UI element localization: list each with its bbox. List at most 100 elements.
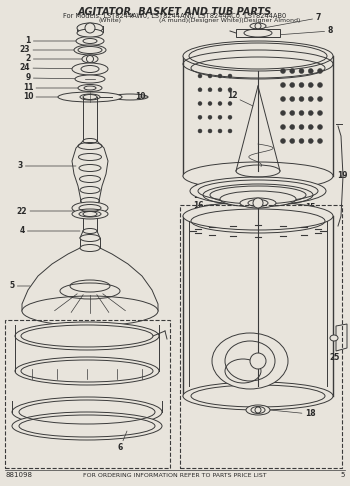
Ellipse shape bbox=[76, 36, 104, 46]
Ellipse shape bbox=[330, 335, 338, 341]
Ellipse shape bbox=[225, 359, 261, 383]
Circle shape bbox=[280, 83, 286, 87]
Circle shape bbox=[290, 97, 295, 102]
Ellipse shape bbox=[190, 177, 326, 205]
Polygon shape bbox=[336, 324, 347, 351]
Circle shape bbox=[228, 115, 232, 119]
Circle shape bbox=[208, 129, 212, 133]
Circle shape bbox=[317, 139, 322, 143]
Circle shape bbox=[299, 83, 304, 87]
Text: (A mund)(Designer White)(Designer Almond): (A mund)(Designer White)(Designer Almond… bbox=[159, 18, 301, 23]
Circle shape bbox=[317, 124, 322, 129]
Text: 12: 12 bbox=[227, 91, 253, 106]
Text: 3: 3 bbox=[18, 161, 76, 171]
Circle shape bbox=[290, 83, 295, 87]
Ellipse shape bbox=[246, 405, 270, 415]
Ellipse shape bbox=[250, 23, 266, 29]
Text: 17: 17 bbox=[270, 210, 315, 225]
Text: 16: 16 bbox=[193, 202, 228, 210]
Ellipse shape bbox=[80, 244, 100, 251]
Ellipse shape bbox=[12, 397, 162, 427]
Ellipse shape bbox=[58, 92, 122, 102]
Circle shape bbox=[317, 97, 322, 102]
Circle shape bbox=[290, 139, 295, 143]
Circle shape bbox=[85, 23, 95, 33]
Bar bbox=[236, 29, 280, 37]
Circle shape bbox=[280, 124, 286, 129]
Text: 25: 25 bbox=[330, 338, 343, 363]
Text: 13: 13 bbox=[193, 179, 203, 191]
Ellipse shape bbox=[78, 85, 102, 91]
Circle shape bbox=[218, 102, 222, 105]
Ellipse shape bbox=[82, 55, 98, 63]
Ellipse shape bbox=[80, 235, 100, 242]
Circle shape bbox=[280, 97, 286, 102]
Circle shape bbox=[198, 74, 202, 78]
Circle shape bbox=[280, 139, 286, 143]
Ellipse shape bbox=[75, 75, 105, 83]
Circle shape bbox=[299, 110, 304, 116]
Circle shape bbox=[299, 124, 304, 129]
Ellipse shape bbox=[72, 63, 108, 75]
Circle shape bbox=[208, 115, 212, 119]
Ellipse shape bbox=[15, 357, 159, 385]
Text: 14: 14 bbox=[193, 191, 210, 199]
Bar bbox=[180, 205, 342, 468]
Circle shape bbox=[317, 69, 322, 73]
Ellipse shape bbox=[183, 202, 333, 230]
Circle shape bbox=[228, 129, 232, 133]
Circle shape bbox=[198, 115, 202, 119]
Circle shape bbox=[255, 407, 261, 413]
Circle shape bbox=[218, 88, 222, 92]
Ellipse shape bbox=[212, 333, 288, 389]
Text: 22: 22 bbox=[17, 207, 76, 215]
Circle shape bbox=[308, 124, 313, 129]
Text: AGITATOR, BASKET AND TUB PARTS: AGITATOR, BASKET AND TUB PARTS bbox=[78, 7, 272, 17]
Circle shape bbox=[280, 110, 286, 116]
Circle shape bbox=[218, 74, 222, 78]
Ellipse shape bbox=[15, 322, 159, 350]
Circle shape bbox=[198, 102, 202, 105]
Ellipse shape bbox=[77, 23, 103, 33]
Ellipse shape bbox=[83, 139, 97, 143]
Text: 6: 6 bbox=[117, 431, 127, 452]
Circle shape bbox=[250, 353, 266, 369]
Ellipse shape bbox=[112, 94, 148, 100]
Text: 1: 1 bbox=[25, 36, 93, 46]
Text: 19: 19 bbox=[337, 172, 347, 180]
Circle shape bbox=[308, 83, 313, 87]
Ellipse shape bbox=[74, 45, 106, 55]
Text: 7: 7 bbox=[258, 14, 321, 29]
Text: 881098: 881098 bbox=[5, 472, 32, 478]
Ellipse shape bbox=[183, 41, 333, 71]
Circle shape bbox=[228, 102, 232, 105]
Text: 11: 11 bbox=[23, 84, 93, 92]
Circle shape bbox=[308, 110, 313, 116]
Circle shape bbox=[299, 139, 304, 143]
Text: 8: 8 bbox=[276, 27, 333, 35]
Circle shape bbox=[253, 198, 263, 208]
Circle shape bbox=[308, 97, 313, 102]
Ellipse shape bbox=[183, 382, 333, 410]
Circle shape bbox=[208, 88, 212, 92]
Text: 18: 18 bbox=[270, 410, 315, 418]
Ellipse shape bbox=[72, 209, 108, 219]
Circle shape bbox=[308, 69, 313, 73]
Circle shape bbox=[280, 69, 286, 73]
Ellipse shape bbox=[12, 412, 162, 440]
Ellipse shape bbox=[240, 198, 276, 208]
Ellipse shape bbox=[72, 202, 108, 214]
Text: FOR ORDERING INFORMATION REFER TO PARTS PRICE LIST: FOR ORDERING INFORMATION REFER TO PARTS … bbox=[83, 473, 267, 478]
Ellipse shape bbox=[22, 296, 158, 326]
Text: 10: 10 bbox=[23, 92, 105, 102]
Circle shape bbox=[317, 83, 322, 87]
Circle shape bbox=[86, 55, 93, 63]
Text: 10: 10 bbox=[135, 92, 148, 102]
Text: 24: 24 bbox=[20, 64, 94, 72]
Ellipse shape bbox=[220, 191, 296, 207]
Circle shape bbox=[218, 129, 222, 133]
Text: For Models: LST8244AW0, LST8244AN0, LST8244AC0, LST8244AB0: For Models: LST8244AW0, LST8244AN0, LST8… bbox=[63, 13, 287, 19]
Text: 5: 5 bbox=[341, 472, 345, 478]
Circle shape bbox=[228, 88, 232, 92]
Circle shape bbox=[198, 88, 202, 92]
